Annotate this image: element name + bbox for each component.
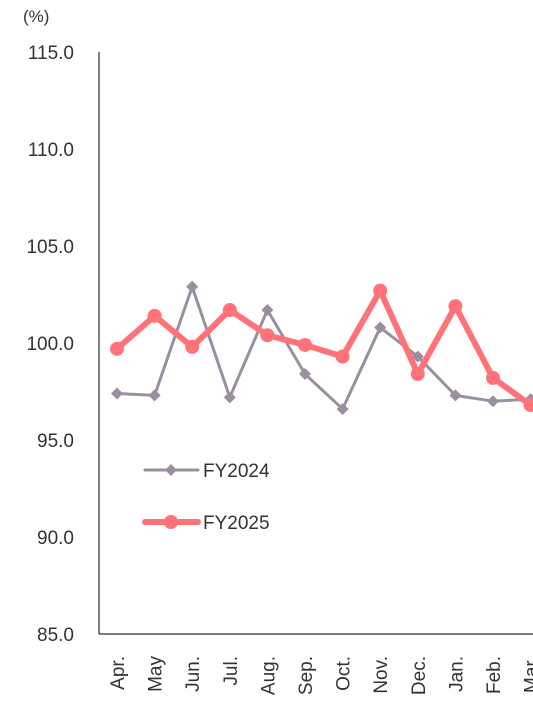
x-tick-label: Sep. [296,656,317,695]
x-tick-label: Jun. [183,656,204,692]
y-tick-label: 95.0 [37,431,74,452]
data-point [299,368,311,381]
data-point [148,389,161,402]
data-point [523,398,533,413]
data-point [374,321,387,334]
data-point [147,308,162,323]
data-point [111,387,123,400]
data-point [335,349,350,364]
legend-swatch-marker [164,515,178,529]
x-tick-label: Jul. [221,656,242,686]
x-tick-label: May [146,656,167,692]
legend-label: FY2025 [203,513,270,534]
data-point [487,395,499,408]
series-line [115,285,533,411]
y-tick-label: 100.0 [26,334,74,355]
data-point [336,402,349,415]
y-tick-label: 90.0 [37,528,74,549]
data-point [448,299,463,314]
y-axis-unit-label: (%) [23,7,49,26]
series-line [114,287,533,409]
series-fy2025 [110,283,533,413]
data-point [110,341,124,356]
series-fy2024 [111,280,533,415]
x-tick-label: Aug. [258,656,279,695]
x-tick-labels: Apr. May Jun. Jul. Aug. Sep. Oct. Nov. Dec. Jan. F… [108,656,533,696]
legend-item-fy2024: FY2024 [143,461,270,482]
y-tick-label: 110.0 [28,140,74,161]
data-point [410,367,425,382]
x-tick-label: Mar. [522,656,533,693]
legend-label: FY2024 [203,461,270,482]
data-point [411,350,424,363]
x-tick-label: Feb. [484,656,505,694]
series-layer [110,280,533,415]
y-tick-label: 115.0 [28,43,74,64]
legend-swatch-marker [165,464,177,476]
data-point [298,337,312,352]
x-tick-label: Dec. [409,656,430,695]
data-point [222,303,237,318]
legend: FY2024 FY2025 [142,461,270,534]
y-tick-label: 85.0 [37,625,74,646]
y-tick-label: 105.0 [26,237,74,258]
y-tick-labels: 115.0 110.0 105.0 100.0 95.0 90.0 85.0 [26,43,74,646]
x-tick-label: Nov. [371,656,392,694]
x-tick-label: Jan. [446,656,467,692]
data-point [223,391,236,404]
data-point [185,339,200,354]
data-point [261,304,274,317]
x-tick-label: Apr. [108,656,129,690]
x-tick-label: Oct. [334,656,355,691]
data-point [260,328,275,343]
data-point [449,389,462,402]
data-point [186,280,199,293]
data-point [486,370,500,385]
data-point [373,283,388,298]
legend-item-fy2025: FY2025 [142,513,270,534]
